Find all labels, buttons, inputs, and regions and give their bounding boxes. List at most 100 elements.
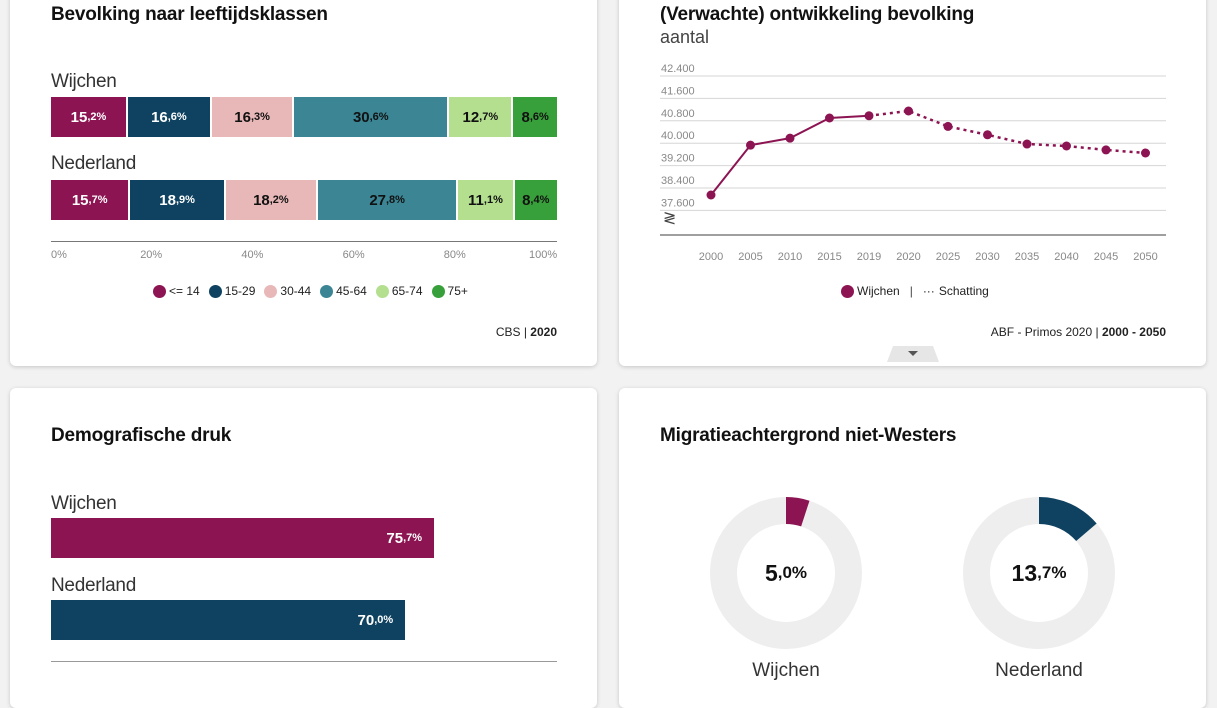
segment-value-integer: 30 [352,108,370,126]
source-label: ABF - Primos 2020 | [990,325,1102,339]
bar-segment-6574[interactable]: 12,7% [449,97,514,137]
baseline [51,661,557,662]
bar-segment-4564[interactable]: 30,6% [294,97,450,137]
legend-label: 75+ [447,284,468,298]
segment-value-decimal: ,6% [167,111,187,123]
x-tick-label: 2035 [1015,251,1039,263]
x-tick-label: 2020 [896,251,920,263]
donut-value-decimal: ,0% [777,563,808,582]
x-tick-label: 2005 [738,251,762,263]
x-tick-label: 2000 [699,251,723,263]
segment-value-decimal: ,8% [386,194,405,206]
segment-value-integer: 11 [468,191,484,209]
data-point-2020[interactable] [904,106,913,116]
segment-value-decimal: ,3% [250,111,270,123]
demographic-pressure-card: Demografische druk Wijchen 75,7% Nederla… [10,388,597,708]
legend-item[interactable]: 75+ [431,284,468,298]
y-tick-label: 39.200 [661,153,695,165]
bar-segment-1529[interactable]: 18,9% [130,180,226,220]
legend-item[interactable]: 30-44 [264,284,311,298]
segment-value-integer: 18 [253,191,270,209]
dotted-line-icon: ··· [922,284,935,298]
line-actual [710,114,870,196]
data-point-2030[interactable] [983,130,992,140]
legend-label: 45-64 [336,284,367,298]
segment-value-integer: 16 [151,108,168,126]
data-point-2040[interactable] [1062,141,1071,151]
legend-item[interactable]: 15-29 [208,284,255,298]
x-tick-label: 2019 [857,251,881,263]
legend-dot [208,284,222,298]
donut-value-nederland: 13,7% [963,497,1115,649]
segment-value-integer: 12 [462,108,480,126]
legend-dot [375,284,389,298]
data-point-2010[interactable] [785,133,795,143]
data-point-2035[interactable] [1022,139,1032,149]
data-point-2005[interactable] [746,140,755,150]
pressure-bar-wijchen[interactable]: 75,7% [51,518,435,558]
bar-segment-6574[interactable]: 11,1% [458,180,515,220]
donut-chart-nederland [963,497,1115,649]
data-point-2050[interactable] [1141,148,1150,158]
segment-value-integer: 27 [369,191,386,209]
x-tick-label: 40% [241,249,264,261]
region-label-wijchen: Wijchen [51,71,117,92]
bar-segment-1529[interactable]: 16,6% [127,97,212,137]
bar-segment-3044[interactable]: 16,3% [211,97,295,137]
region-label-wijchen: Wijchen [51,493,117,514]
y-tick-label: 40.800 [661,108,695,120]
x-tick-label: 2040 [1054,251,1078,263]
bar-segment-14[interactable]: 15,2% [51,97,128,137]
segment-value-decimal: ,6% [369,111,389,123]
donut-chart-wijchen [710,497,862,649]
x-tick-label: 100% [529,249,558,261]
bar-segment-14[interactable]: 15,7% [51,180,131,220]
age-stack-wijchen: 15,2% 16,6% 16,3% 30,6% 12,7% 8,6% [51,97,557,137]
donut-nederland: 13,7% [963,497,1115,649]
bar-segment-75[interactable]: 8,6% [513,97,557,137]
legend-item[interactable]: 65-74 [375,284,423,298]
data-point-2015[interactable] [825,113,834,123]
segment-value-decimal: ,2% [87,111,107,123]
bar-value-integer: 75 [386,529,404,547]
donut-slice-wijchen[interactable] [786,497,810,527]
donut-slice-nederland[interactable] [1039,497,1097,542]
donut-value-decimal: ,7% [1037,563,1067,582]
population-source: ABF - Primos 2020 | 2000 - 2050 [991,325,1166,339]
bar-value-decimal: ,7% [403,532,423,544]
legend-dot [431,284,445,298]
segment-value-decimal: ,1% [483,194,503,206]
donut-label-wijchen: Wijchen [752,660,820,681]
legend-item[interactable]: 45-64 [320,284,367,298]
demographic-pressure-title: Demografische druk [51,425,232,446]
data-point-2025[interactable] [943,121,953,131]
x-tick-label: 2010 [778,251,802,263]
legend-separator: | [909,284,913,298]
x-tick-label: 20% [140,249,163,261]
segment-value-decimal: ,7% [88,194,108,206]
donut-value-integer: 13 [1011,559,1038,586]
data-point-2045[interactable] [1101,145,1111,155]
segment-value-decimal: ,9% [175,194,195,206]
segment-value-integer: 8 [522,191,531,209]
segment-value-integer: 15 [70,108,88,126]
bar-segment-3044[interactable]: 18,2% [225,180,318,220]
age-classes-title: Bevolking naar leeftijdsklassen [51,4,328,25]
data-point-2019[interactable] [864,111,874,121]
segment-value-integer: 18 [159,191,176,209]
legend-item[interactable]: <= 14 [153,284,200,298]
expand-toggle[interactable] [887,346,939,362]
population-development-title: (Verwachte) ontwikkeling bevolking [660,4,975,25]
x-tick-label: 2050 [1133,251,1157,263]
bar-value-decimal: ,0% [374,614,394,626]
pressure-bar-nederland[interactable]: 70,0% [51,600,406,640]
y-tick-label: 41.600 [661,85,695,97]
bar-segment-4564[interactable]: 27,8% [317,180,459,220]
source-range: 2000 - 2050 [1101,325,1166,339]
segment-value-integer: 8 [521,108,530,126]
data-point-2000[interactable] [706,190,716,200]
legend-dot [320,284,334,298]
bar-segment-75[interactable]: 8,4% [514,180,557,220]
region-label-nederland: Nederland [51,575,136,596]
population-development-subtitle: aantal [660,27,710,47]
